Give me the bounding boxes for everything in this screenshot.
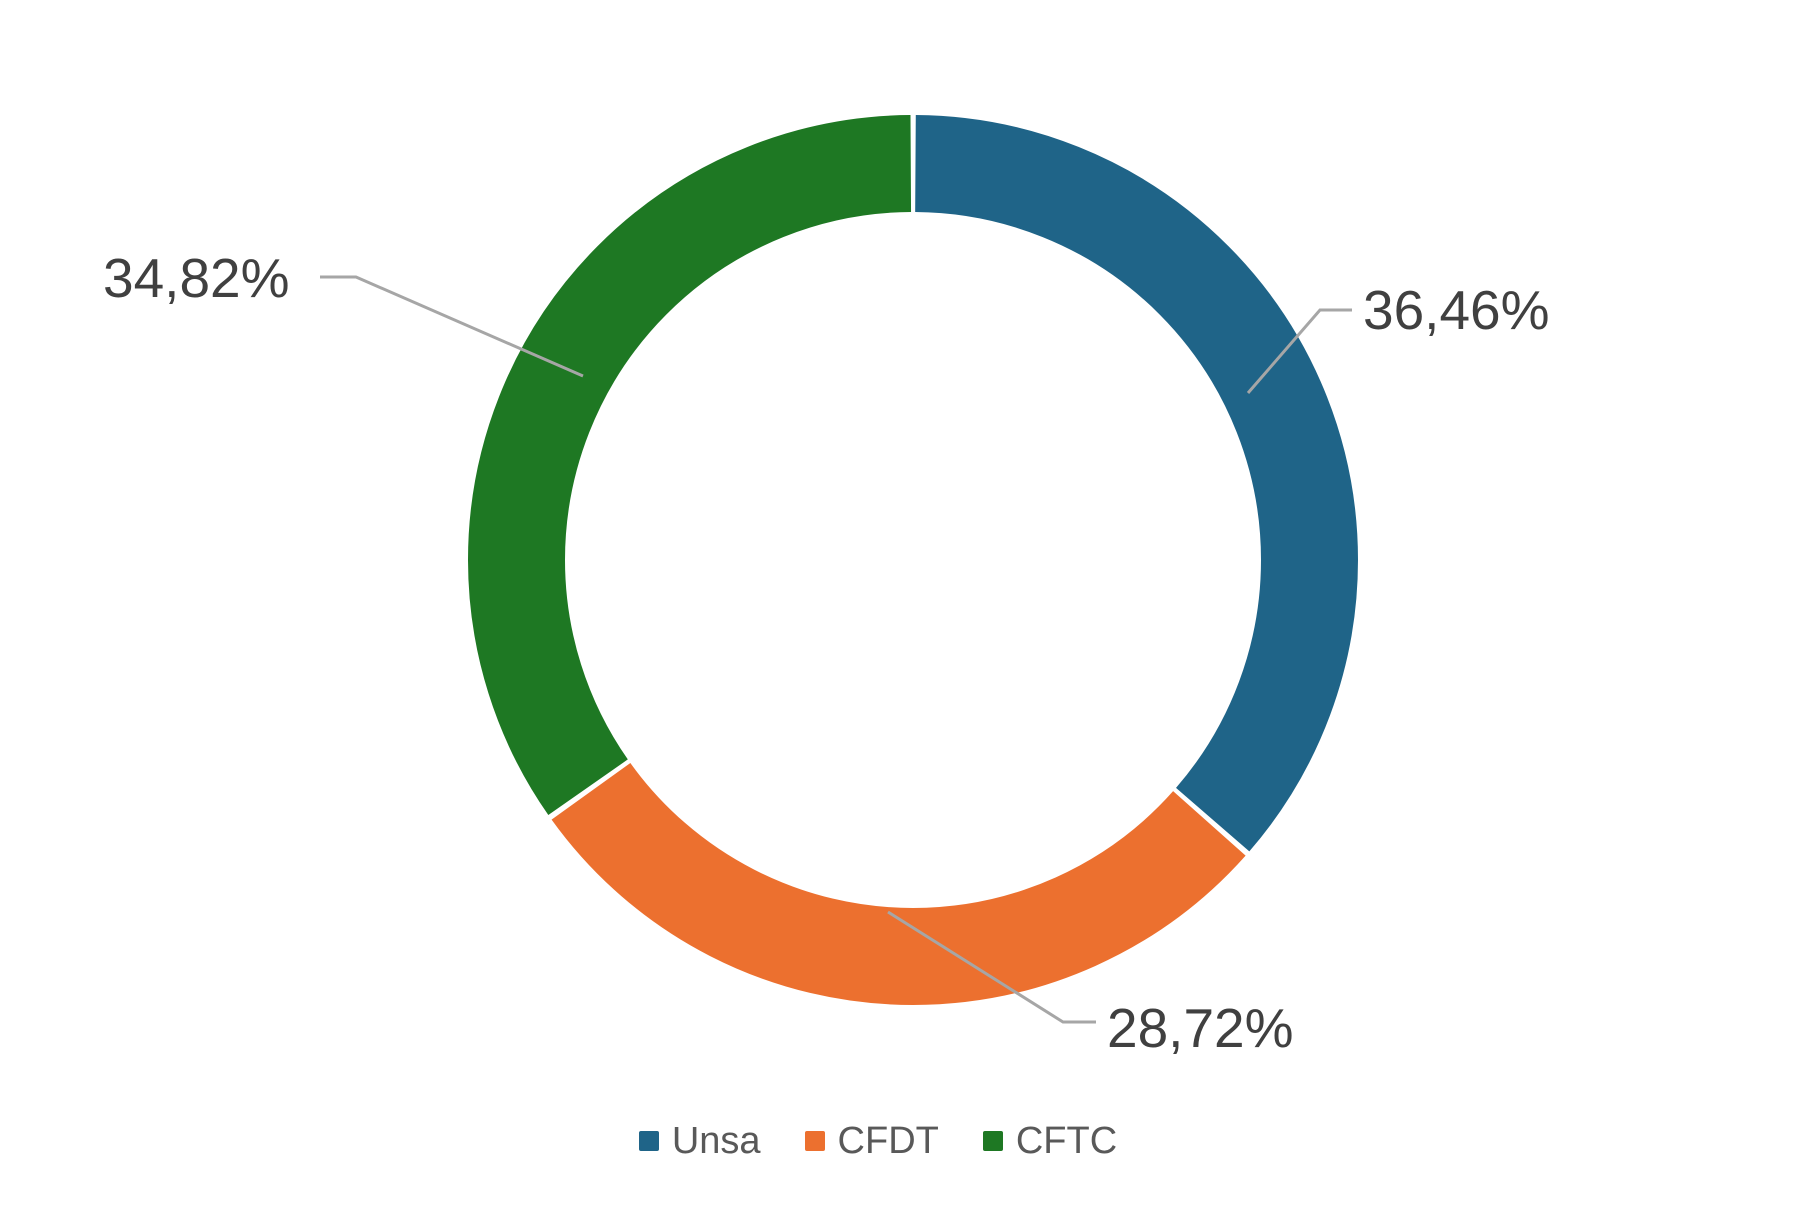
donut-slices — [468, 115, 1358, 1005]
leader-lines — [320, 275, 1352, 1024]
legend-swatch-unsa-icon — [638, 1131, 659, 1151]
legend-label-cftc: CFTC — [1015, 1120, 1118, 1162]
data-label-cfdt: 28,72% — [1107, 997, 1294, 1059]
legend-item-unsa: Unsa — [638, 1120, 761, 1162]
legend-item-cftc: CFTC — [982, 1120, 1118, 1162]
legend-item-cfdt: CFDT — [804, 1120, 939, 1162]
legend: Unsa CFDT CFTC — [0, 1122, 1784, 1160]
slice-cfdt — [468, 115, 1358, 1005]
slice-unsa — [468, 115, 1358, 1005]
data-label-unsa: 36,46% — [1363, 279, 1550, 341]
leader-line-cftc — [320, 275, 584, 378]
legend-swatch-cftc-icon — [982, 1131, 1003, 1151]
legend-label-cfdt: CFDT — [837, 1120, 939, 1162]
leader-line-cfdt — [887, 910, 1096, 1024]
legend-swatch-cfdt-icon — [804, 1131, 825, 1151]
legend-label-unsa: Unsa — [671, 1120, 761, 1162]
slice-cftc — [468, 115, 1358, 1005]
data-label-cftc: 34,82% — [103, 247, 290, 309]
leader-line-unsa — [1246, 308, 1352, 394]
